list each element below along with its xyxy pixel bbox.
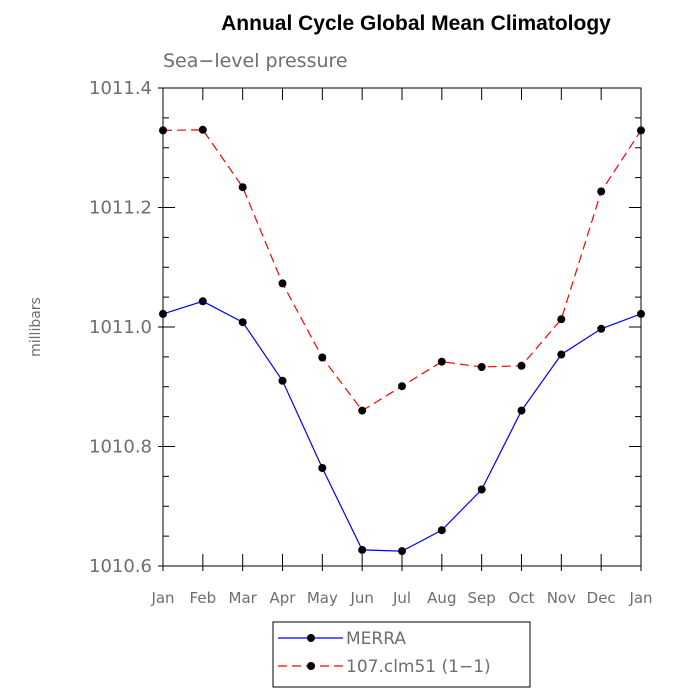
data-point-clm51: [517, 361, 526, 370]
data-point-merra: [318, 464, 327, 472]
data-point-clm51: [597, 187, 606, 196]
data-point-merra: [159, 309, 167, 318]
data-point-merra: [557, 350, 566, 359]
x-tick-label: Dec: [587, 589, 616, 607]
x-tick-label: Aug: [427, 589, 456, 607]
data-point-merra: [238, 318, 247, 327]
data-point-clm51: [398, 382, 406, 391]
legend-box: [272, 621, 531, 688]
data-point-merra: [398, 547, 406, 556]
y-tick-label: 1010.6: [89, 556, 152, 577]
data-point-clm51: [637, 126, 645, 135]
x-tick-label: Jul: [392, 589, 411, 607]
x-tick-label: Jan: [150, 589, 174, 607]
x-tick-label: Oct: [509, 589, 535, 607]
y-axis-label: millibars: [28, 297, 44, 357]
data-point-merra: [597, 324, 606, 333]
data-point-merra: [517, 406, 526, 415]
y-tick-label: 1010.8: [89, 437, 152, 458]
series-line-merra: [162, 300, 642, 552]
data-point-clm51: [477, 363, 486, 371]
data-point-merra: [477, 485, 486, 494]
x-tick-label: Mar: [229, 589, 258, 607]
legend-merra-label: MERRA: [346, 629, 406, 649]
data-point-merra: [358, 545, 367, 554]
x-tick-label: Sep: [468, 589, 496, 607]
legend-merra-marker: [307, 634, 315, 642]
data-point-clm51: [318, 353, 327, 362]
legend: MERRA 107.clm51 (1−1): [272, 621, 531, 688]
y-tick-labels: 1010.6 1010.8 1011.0 1011.2 1011.4: [89, 78, 152, 577]
legend-clm51-label: 107.clm51 (1−1): [346, 657, 491, 677]
x-tick-label: Nov: [547, 589, 576, 607]
y-tick-label: 1011.2: [89, 198, 152, 219]
x-tick-label: Jun: [349, 589, 373, 607]
plot-frame: [162, 87, 642, 567]
data-point-clm51: [238, 183, 247, 192]
y-minor-ticks: [163, 117, 641, 537]
legend-clm51-marker: [307, 662, 315, 670]
x-tick-labels: Jan Feb Mar Apr May Jun Jul Aug Sep Oct Nov Dec Jan: [150, 589, 652, 607]
data-point-clm51: [159, 126, 167, 135]
chart-subtitle: Sea−level pressure: [163, 50, 348, 72]
data-point-clm51: [278, 279, 287, 288]
y-tick-label: 1011.4: [89, 78, 152, 99]
x-tick-label: Apr: [270, 589, 297, 607]
data-point-clm51: [198, 125, 207, 134]
x-tick-label: May: [307, 589, 338, 607]
y-tick-label: 1011.0: [89, 317, 152, 338]
series-line-clm51: [162, 129, 642, 412]
x-tick-label: Feb: [190, 589, 217, 607]
series-points: [159, 125, 645, 556]
data-point-clm51: [437, 357, 446, 366]
data-point-merra: [437, 526, 446, 535]
data-point-clm51: [358, 406, 367, 415]
series-lines: [162, 129, 642, 552]
data-point-merra: [278, 376, 287, 385]
chart-title: Annual Cycle Global Mean Climatology: [221, 12, 611, 35]
x-ticks: [162, 88, 642, 571]
data-point-clm51: [557, 315, 566, 324]
y-major-ticks: [158, 87, 641, 567]
x-tick-label: Jan: [628, 589, 652, 607]
data-point-merra: [637, 309, 645, 318]
data-point-merra: [198, 297, 207, 306]
